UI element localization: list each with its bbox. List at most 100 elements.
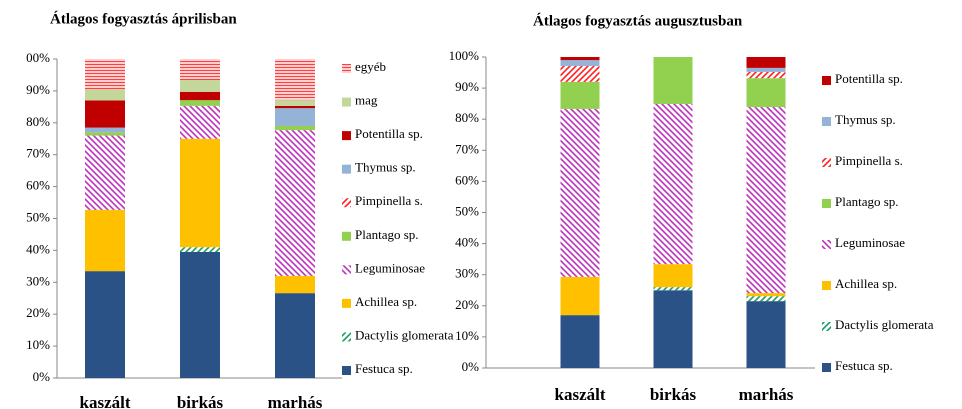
bar-segment <box>180 100 220 106</box>
y-tick-label: 50% <box>26 209 50 224</box>
bar-segment <box>653 57 693 104</box>
legend-swatch <box>822 76 831 85</box>
x-tick-label: kaszált <box>555 385 606 404</box>
bar-segment <box>180 105 220 139</box>
x-tick-label: birkás <box>650 385 697 404</box>
y-tick-label: 10% <box>455 328 479 343</box>
legend-swatch <box>342 64 351 73</box>
bar-segment <box>275 293 315 378</box>
x-tick-label: kaszált <box>80 393 131 409</box>
y-tick-label: 80% <box>455 110 479 125</box>
y-tick-label: 20% <box>455 297 479 312</box>
bar-segment <box>653 264 693 288</box>
bar-segment <box>275 125 315 131</box>
bar-segment <box>653 290 693 368</box>
y-tick-label: 100% <box>449 48 480 63</box>
legend-label: Festuca sp. <box>355 361 413 376</box>
bar-segment <box>746 107 786 294</box>
bar-segment <box>275 275 315 294</box>
legend-swatch <box>342 97 351 107</box>
bar-segment <box>275 130 315 276</box>
x-tick-label: marhás <box>268 393 323 409</box>
legend-label: Dactylis glomerata <box>355 327 454 342</box>
legend-label: Dactylis glomerata <box>835 317 934 332</box>
legend-label: Plantago sp. <box>835 194 899 209</box>
legend-label: Festuca sp. <box>835 358 893 373</box>
chart-title: Átlagos fogyasztás augusztusban <box>533 12 743 29</box>
legend-swatch <box>342 298 351 308</box>
y-tick-label: 60% <box>26 178 50 193</box>
bar-segment <box>560 57 600 61</box>
y-tick-label: 60% <box>455 172 479 187</box>
chart-title: Átlagos fogyasztás áprilisban <box>50 10 237 27</box>
bar-segment <box>653 287 693 291</box>
legend-swatch <box>342 198 351 208</box>
legend-label: mag <box>355 93 378 108</box>
y-tick-label: 40% <box>26 241 50 256</box>
bar-segment <box>746 296 786 302</box>
bar-segment <box>85 209 125 272</box>
legend-swatch <box>342 164 351 174</box>
legend-swatch <box>822 117 831 126</box>
legend-label: Thymus sp. <box>835 112 896 127</box>
bar-segment <box>275 108 315 126</box>
bar-segment <box>275 59 315 101</box>
bar-segment <box>746 78 786 108</box>
bar-segment <box>653 103 693 265</box>
legend-swatch <box>822 199 831 208</box>
bar-segment <box>560 108 600 277</box>
legend-swatch <box>342 366 351 375</box>
legend-swatch <box>822 322 831 331</box>
legend-swatch <box>822 240 831 249</box>
legend-label: Pimpinella s. <box>355 193 423 208</box>
bar-segment <box>180 138 220 248</box>
legend-label: Potentilla sp. <box>355 126 423 141</box>
bar-segment <box>560 81 600 109</box>
legend-swatch <box>342 332 351 342</box>
y-tick-label: 50% <box>455 203 479 218</box>
legend-label: Achillea sp. <box>835 276 897 291</box>
bar-segment <box>85 89 125 101</box>
bar-segment <box>746 71 786 79</box>
legend-label: Leguminosae <box>835 235 905 250</box>
legend-label: Potentilla sp. <box>835 71 903 86</box>
bar-segment <box>746 67 786 72</box>
y-tick-label: 10% <box>26 337 50 352</box>
bar-segment <box>180 80 220 92</box>
y-tick-label: 30% <box>26 273 50 288</box>
x-tick-label: birkás <box>177 393 224 409</box>
bar-segment <box>85 271 125 378</box>
bar-segment <box>746 301 786 368</box>
x-tick-label: marhás <box>739 385 794 404</box>
legend-swatch <box>822 158 831 167</box>
bar-segment <box>85 132 125 136</box>
y-tick-label: 70% <box>455 141 479 156</box>
bar-segment <box>85 127 125 133</box>
legend-label: Pimpinella s. <box>835 153 903 168</box>
legend-label: Thymus sp. <box>355 160 416 175</box>
legend-label: Achillea sp. <box>355 294 417 309</box>
bar-segment <box>180 251 220 378</box>
y-tick-label: 70% <box>26 146 50 161</box>
bar-segment <box>560 66 600 82</box>
bar-segment <box>275 100 315 106</box>
bar-segment <box>180 59 220 81</box>
y-tick-label: 40% <box>455 235 479 250</box>
bar-segment <box>560 60 600 67</box>
bar-segment <box>560 276 600 316</box>
y-tick-label: 0% <box>462 359 480 374</box>
legend-swatch <box>822 363 831 372</box>
legend-swatch <box>342 231 351 241</box>
y-tick-label: 30% <box>455 266 479 281</box>
y-tick-label: 0% <box>33 369 51 384</box>
legend-swatch <box>342 265 351 275</box>
y-tick-label: 90% <box>26 82 50 97</box>
y-tick-label: 90% <box>455 79 479 94</box>
legend-swatch <box>342 131 351 141</box>
y-tick-label: 80% <box>26 114 50 129</box>
bar-segment <box>746 57 786 68</box>
y-tick-label: 00% <box>26 50 50 65</box>
legend-swatch <box>822 281 831 290</box>
bar-segment <box>85 59 125 90</box>
